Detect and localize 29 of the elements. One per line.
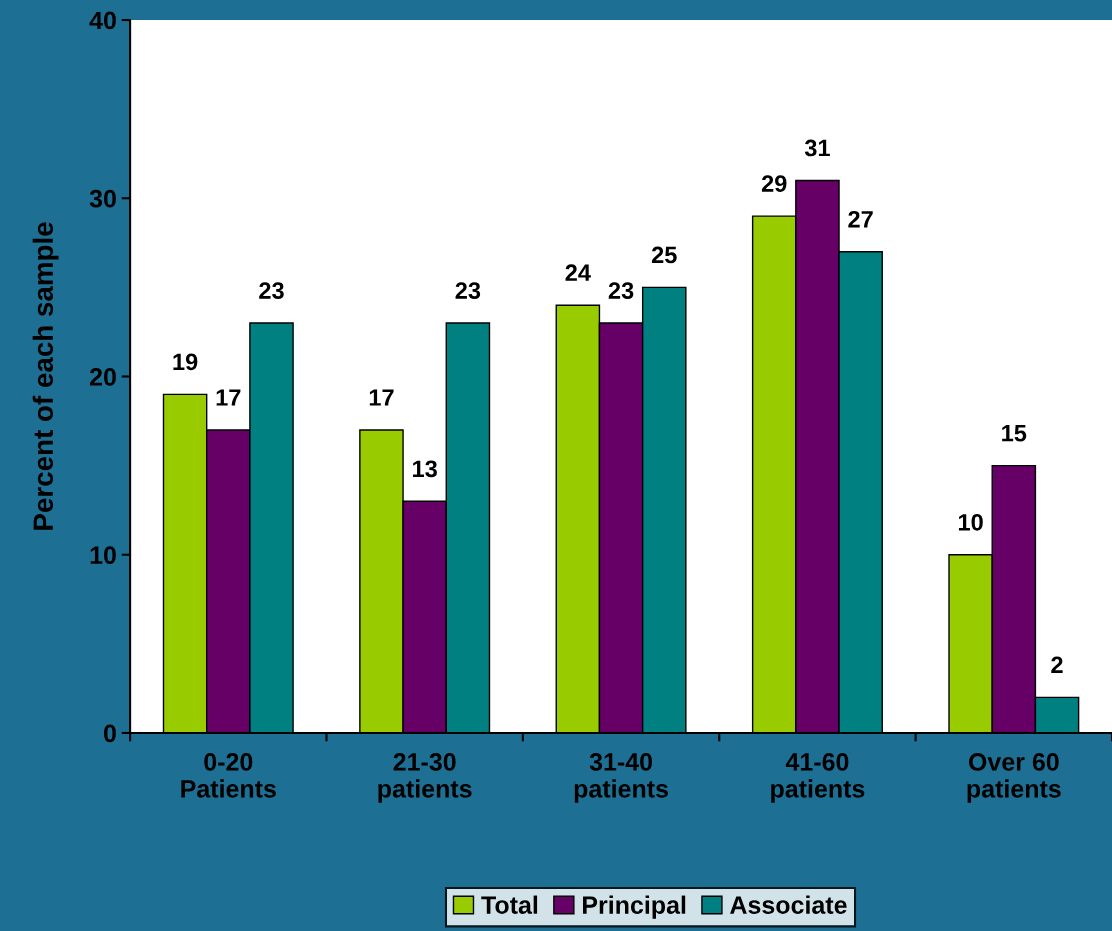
- data-label: 31: [804, 139, 830, 157]
- data-label: 17: [216, 389, 241, 406]
- y-axis-title: Percent of each sample: [32, 222, 59, 530]
- data-label: 27: [848, 210, 873, 228]
- data-label: 29: [761, 175, 787, 192]
- data-label: 23: [455, 282, 481, 299]
- data-label: 23: [259, 282, 284, 299]
- data-label: 23: [608, 282, 634, 299]
- data-label: 2: [1051, 656, 1063, 673]
- data-label: 15: [1002, 425, 1027, 442]
- x-tick-label: Over 60 patients: [967, 753, 1061, 803]
- data-label: 17: [369, 389, 394, 406]
- data-label: 25: [651, 246, 677, 264]
- x-tick-label: 21-30 patients: [378, 753, 472, 803]
- y-tick-label: 30: [89, 189, 116, 208]
- legend-label: Associate: [730, 895, 847, 914]
- y-tick-label: 0: [104, 724, 116, 743]
- legend-label: Principal: [583, 895, 686, 919]
- data-label: 13: [413, 460, 437, 478]
- data-label: 10: [958, 513, 983, 531]
- y-tick-label: 20: [89, 368, 116, 386]
- data-label: 24: [565, 264, 591, 281]
- legend-label: Total: [481, 895, 538, 914]
- x-tick-label: 41-60 patients: [771, 753, 865, 803]
- y-tick-label: 40: [89, 11, 116, 30]
- y-tick-label: 10: [90, 546, 116, 565]
- data-label: 19: [173, 353, 198, 371]
- x-tick-label: 31-40 patients: [574, 753, 668, 803]
- x-tick-label: 0-20 Patients: [181, 753, 276, 798]
